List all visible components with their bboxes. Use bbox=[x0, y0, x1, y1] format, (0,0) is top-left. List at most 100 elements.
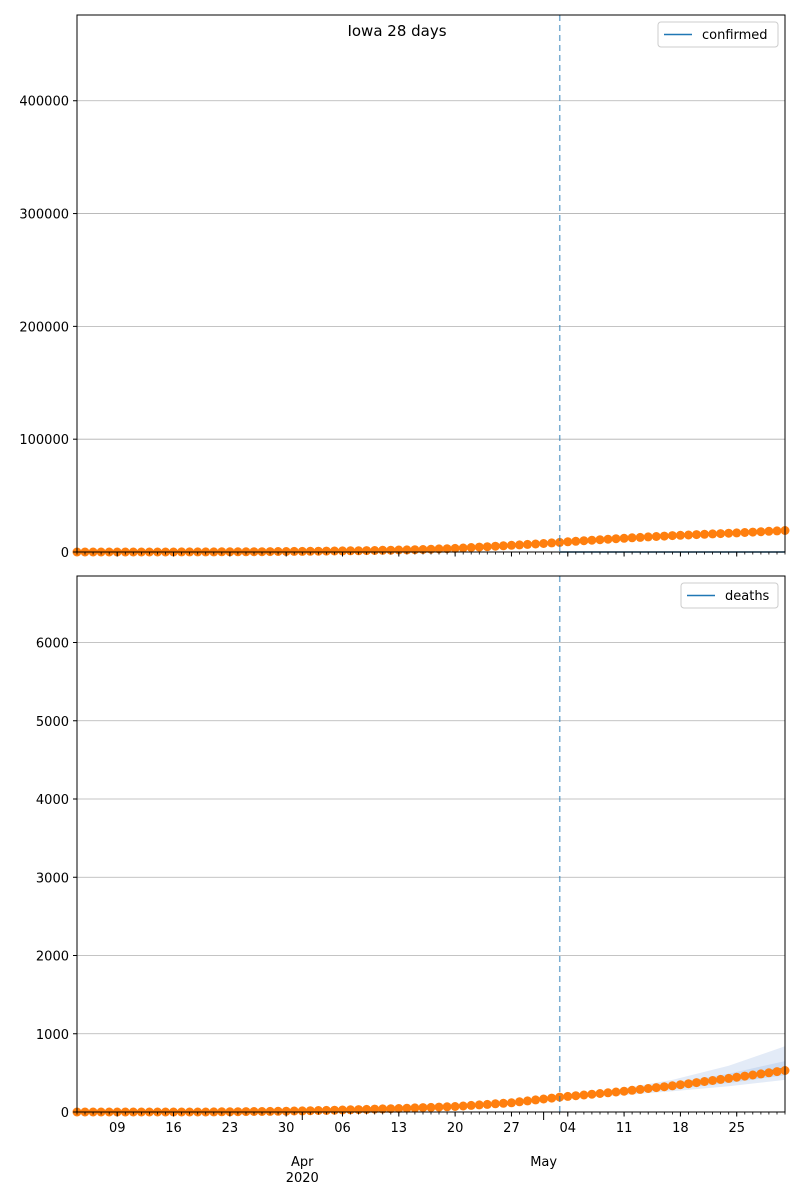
observed-point bbox=[338, 546, 347, 556]
y-tick-label: 6000 bbox=[36, 637, 69, 652]
observed-point bbox=[378, 1104, 388, 1114]
observed-point bbox=[305, 546, 315, 556]
observed-point bbox=[611, 534, 621, 544]
observed-point bbox=[740, 528, 750, 537]
observed-point bbox=[297, 1106, 307, 1116]
y-tick-label: 200000 bbox=[19, 320, 69, 335]
observed-point bbox=[402, 1103, 412, 1113]
x-tick-label: 27 bbox=[503, 1121, 520, 1136]
observed-point bbox=[498, 541, 508, 551]
y-tick-label: 2000 bbox=[36, 950, 69, 965]
observed-point bbox=[531, 539, 541, 549]
observed-point bbox=[764, 526, 774, 536]
observed-point bbox=[289, 1106, 299, 1116]
deaths-y-axis: 0 1000 2000 3000 4000 5000 6000 bbox=[36, 637, 77, 1121]
observed-point bbox=[619, 533, 629, 543]
confirmed-y-axis: 0 100000 200000 300000 400000 bbox=[19, 95, 77, 561]
observed-point bbox=[289, 546, 299, 556]
observed-point bbox=[474, 542, 484, 552]
observed-point bbox=[748, 527, 758, 537]
observed-point bbox=[458, 1101, 468, 1111]
observed-point bbox=[346, 546, 355, 556]
observed-point bbox=[587, 535, 597, 545]
observed-point bbox=[700, 1077, 709, 1086]
observed-point bbox=[490, 541, 500, 551]
observed-point bbox=[667, 1081, 677, 1091]
observed-point bbox=[466, 1100, 476, 1110]
observed-point bbox=[611, 1087, 621, 1097]
observed-point bbox=[426, 544, 436, 554]
observed-point bbox=[474, 1100, 484, 1110]
observed-point bbox=[458, 543, 468, 553]
observed-point bbox=[716, 1074, 726, 1084]
observed-point bbox=[659, 531, 669, 541]
observed-point bbox=[515, 1097, 524, 1107]
y-tick-label: 400000 bbox=[19, 95, 69, 110]
observed-point bbox=[498, 1098, 508, 1108]
observed-point bbox=[555, 537, 565, 547]
observed-point bbox=[651, 532, 661, 541]
x-tick-label: 09 bbox=[109, 1121, 126, 1136]
x-tick-label: 18 bbox=[672, 1121, 689, 1136]
observed-point bbox=[490, 1099, 500, 1109]
observed-point bbox=[603, 1088, 613, 1098]
observed-point bbox=[667, 531, 677, 541]
deaths-gridlines bbox=[77, 642, 785, 1035]
observed-point bbox=[370, 1104, 380, 1114]
observed-point bbox=[507, 1098, 516, 1108]
observed-point bbox=[313, 1106, 323, 1115]
observed-point bbox=[265, 1106, 275, 1116]
observed-point bbox=[756, 1069, 766, 1079]
observed-point bbox=[442, 1102, 452, 1112]
deaths-panel: 0 1000 2000 3000 4000 5000 6000 09 16 23 30 06 13 20… bbox=[36, 575, 790, 1186]
observed-point bbox=[587, 1089, 597, 1099]
y-tick-label: 1000 bbox=[36, 1028, 69, 1043]
observed-point bbox=[321, 546, 331, 556]
observed-point bbox=[515, 540, 524, 550]
legend-label-confirmed: confirmed bbox=[702, 28, 768, 43]
observed-point bbox=[579, 1090, 589, 1100]
observed-point bbox=[466, 543, 476, 552]
observed-point bbox=[732, 528, 742, 538]
x-tick-label: 13 bbox=[391, 1121, 408, 1136]
observed-point bbox=[651, 1083, 661, 1093]
x-tick-label: 04 bbox=[559, 1121, 576, 1136]
observed-point bbox=[330, 546, 339, 556]
observed-point bbox=[547, 1093, 557, 1103]
observed-point bbox=[708, 1076, 718, 1085]
observed-point bbox=[450, 543, 460, 553]
chart-title: Iowa 28 days bbox=[347, 22, 446, 40]
x-tick-label: 25 bbox=[728, 1121, 745, 1136]
x-tick-label: 06 bbox=[334, 1121, 351, 1136]
y-tick-label: 0 bbox=[61, 1106, 69, 1121]
observed-point bbox=[675, 1080, 685, 1090]
observed-point bbox=[595, 1089, 605, 1098]
observed-point bbox=[450, 1102, 460, 1111]
observed-point bbox=[482, 542, 492, 552]
y-tick-label: 300000 bbox=[19, 208, 69, 223]
observed-point bbox=[732, 1072, 742, 1082]
x-tick-label: 11 bbox=[616, 1121, 633, 1136]
observed-point bbox=[603, 534, 613, 544]
y-tick-label: 0 bbox=[61, 546, 69, 561]
observed-point bbox=[297, 546, 307, 556]
legend-box bbox=[657, 21, 779, 48]
observed-point bbox=[539, 539, 549, 548]
observed-point bbox=[434, 544, 444, 554]
observed-point bbox=[523, 539, 532, 549]
observed-point bbox=[507, 540, 516, 550]
x-major-tick-label: May bbox=[530, 1155, 557, 1170]
observed-point bbox=[281, 1106, 291, 1116]
observed-point bbox=[547, 538, 557, 548]
observed-point bbox=[595, 535, 605, 545]
legend-box bbox=[680, 582, 779, 609]
observed-point bbox=[273, 1106, 283, 1116]
observed-point bbox=[619, 1086, 629, 1096]
observed-point bbox=[635, 1084, 645, 1094]
observed-point bbox=[740, 1071, 750, 1081]
observed-point bbox=[571, 1091, 581, 1101]
legend-label-deaths: deaths bbox=[725, 589, 770, 604]
x-tick-label: 20 bbox=[447, 1121, 464, 1136]
